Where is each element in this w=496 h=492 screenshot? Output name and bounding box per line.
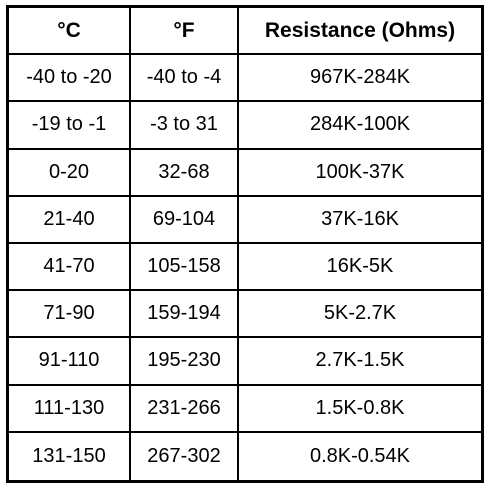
cell-resistance: 1.5K-0.8K — [239, 386, 481, 433]
cell-celsius: 0-20 — [9, 149, 131, 197]
cell-resistance: 16K-5K — [239, 244, 481, 292]
cell-fahrenheit: 231-266 — [131, 385, 239, 433]
resistance-table: °C °F Resistance (Ohms) -40 to -20 -40 t… — [6, 5, 484, 483]
cell-resistance: 967K-284K — [239, 55, 481, 103]
cell-fahrenheit: 195-230 — [131, 338, 239, 386]
cell-resistance: 0.8K-0.54K — [309, 444, 411, 467]
cell-resistance: 2.7K-1.5K — [239, 338, 481, 386]
cell-celsius: -40 to -20 — [9, 55, 131, 103]
cell-celsius: 91-110 — [9, 338, 131, 386]
cell-celsius: 21-40 — [9, 196, 131, 244]
cell-fahrenheit: 159-194 — [131, 291, 239, 339]
header-resistance: Resistance (Ohms) — [239, 8, 481, 56]
cell-celsius: 131-150 — [9, 432, 131, 480]
cell-fahrenheit: 32-68 — [131, 149, 239, 197]
cell-celsius: 41-70 — [9, 244, 131, 292]
header-fahrenheit: °F — [131, 8, 239, 56]
header-celsius: °C — [9, 8, 131, 56]
cell-resistance: 37K-16K — [239, 197, 481, 244]
cell-fahrenheit: 69-104 — [131, 196, 239, 244]
cell-resistance: 100K-37K — [239, 150, 481, 197]
cell-resistance: 284K-100K — [239, 102, 481, 150]
cell-resistance: 5K-2.7K — [239, 291, 481, 339]
cell-fahrenheit: 267-302 — [131, 432, 239, 480]
cell-celsius: 111-130 — [9, 385, 131, 433]
cell-celsius: 71-90 — [9, 291, 131, 339]
cell-fahrenheit: 105-158 — [131, 244, 239, 292]
cell-fahrenheit: -3 to 31 — [131, 102, 239, 150]
cell-fahrenheit: -40 to -4 — [131, 55, 239, 103]
cell-celsius: -19 to -1 — [9, 102, 131, 150]
